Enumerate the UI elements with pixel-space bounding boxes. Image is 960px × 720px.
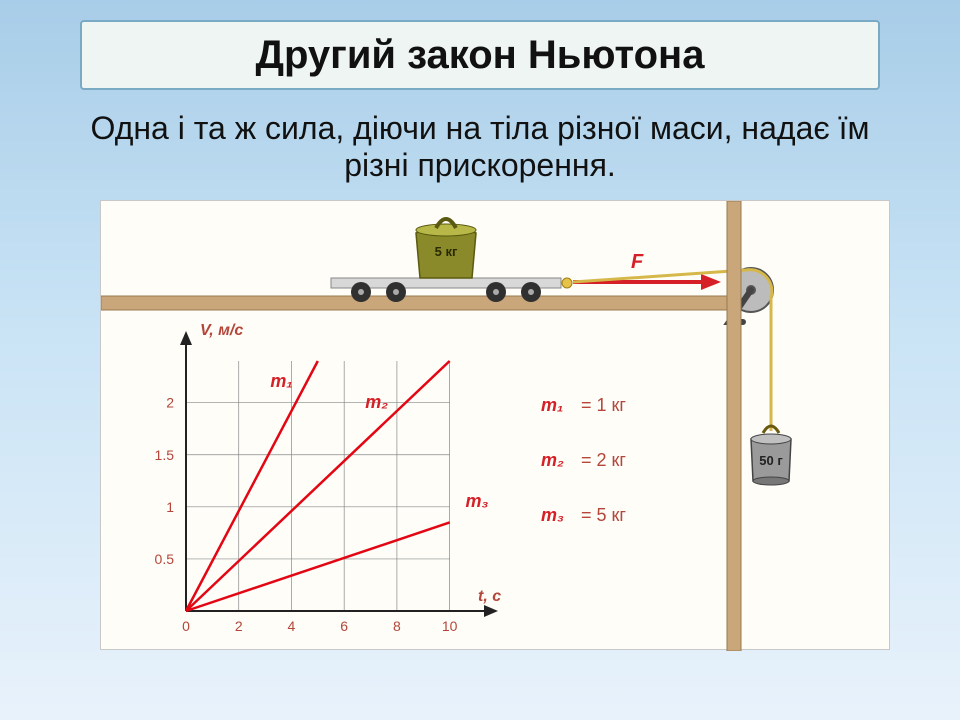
svg-text:m₂: m₂ — [541, 450, 564, 470]
svg-text:0.5: 0.5 — [155, 551, 175, 567]
svg-text:8: 8 — [393, 618, 401, 634]
svg-text:6: 6 — [340, 618, 348, 634]
svg-text:2: 2 — [235, 618, 243, 634]
svg-text:50 г: 50 г — [759, 453, 783, 468]
svg-text:m₃: m₃ — [465, 491, 488, 511]
svg-text:m₁: m₁ — [541, 395, 563, 415]
velocity-chart: 50 г 0 2 4 6 8 10 0.5 1 1.5 2 V, м/с t, с m₁ m₂ m₃ m₁ = 1… — [101, 201, 891, 651]
svg-text:10: 10 — [442, 618, 458, 634]
svg-text:0: 0 — [182, 618, 190, 634]
svg-text:m₃: m₃ — [541, 505, 564, 525]
svg-text:V, м/с: V, м/с — [200, 322, 243, 339]
diagram-panel: 5 кгF 50 г02468100.511.52V, м/сt, сm₁m₂m… — [100, 200, 890, 650]
svg-text:= 2 кг: = 2 кг — [581, 450, 626, 470]
svg-text:1: 1 — [166, 499, 174, 515]
svg-text:2: 2 — [166, 395, 174, 411]
svg-text:= 1 кг: = 1 кг — [581, 395, 626, 415]
page-title: Другий закон Ньютона — [256, 33, 705, 78]
svg-text:t, с: t, с — [478, 588, 501, 605]
svg-text:4: 4 — [288, 618, 296, 634]
subtitle-text: Одна і та ж сила, діючи на тіла різної м… — [70, 110, 890, 184]
svg-text:m₂: m₂ — [365, 392, 388, 412]
svg-text:1.5: 1.5 — [155, 447, 175, 463]
svg-text:= 5 кг: = 5 кг — [581, 505, 626, 525]
title-box: Другий закон Ньютона — [80, 20, 880, 90]
svg-text:m₁: m₁ — [270, 371, 292, 391]
